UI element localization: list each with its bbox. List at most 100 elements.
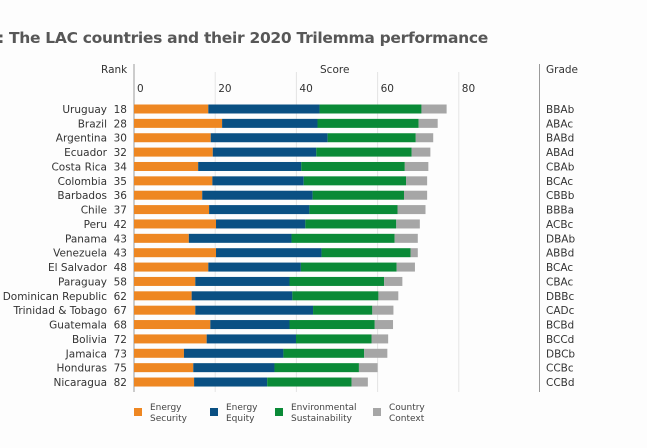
rank-label: 28 bbox=[114, 118, 127, 130]
bar-country-context bbox=[396, 219, 420, 229]
country-label: Trinidad & Tobago bbox=[12, 305, 107, 317]
bar-country-context bbox=[410, 248, 418, 258]
country-label: Ecuador bbox=[64, 147, 108, 159]
country-label: Brazil bbox=[78, 118, 107, 130]
bar-energy-security bbox=[134, 233, 189, 243]
country-label: Panama bbox=[65, 233, 107, 245]
bar-energy-security bbox=[134, 305, 196, 315]
grade-label: BBBa bbox=[546, 205, 574, 217]
rank-label: 62 bbox=[114, 291, 127, 303]
legend-label: Context bbox=[389, 414, 425, 424]
bar-environmental-sustainability bbox=[283, 348, 365, 358]
rank-label: 82 bbox=[114, 377, 127, 389]
bar-environmental-sustainability bbox=[291, 233, 395, 243]
legend-label: Environmental bbox=[291, 403, 356, 413]
bar-country-context bbox=[406, 176, 428, 186]
bar-energy-equity bbox=[194, 377, 268, 387]
legend-label: Energy bbox=[150, 403, 182, 413]
bar-energy-equity bbox=[198, 161, 302, 171]
bar-country-context bbox=[421, 104, 447, 114]
bar-environmental-sustainability bbox=[292, 291, 379, 301]
bar-energy-equity bbox=[208, 262, 301, 272]
bar-energy-security bbox=[134, 147, 213, 157]
bar-energy-equity bbox=[202, 190, 313, 200]
bar-energy-equity bbox=[216, 248, 322, 258]
rank-label: 67 bbox=[114, 305, 127, 317]
country-label: Peru bbox=[84, 219, 107, 231]
bar-energy-equity bbox=[212, 176, 304, 186]
bar-country-context bbox=[411, 147, 431, 157]
legend-swatch bbox=[134, 408, 142, 416]
bar-environmental-sustainability bbox=[300, 262, 397, 272]
rank-label: 68 bbox=[114, 320, 127, 332]
bar-environmental-sustainability bbox=[267, 377, 352, 387]
x-tick-label: 0 bbox=[137, 83, 144, 95]
grade-label: BCAc bbox=[546, 176, 573, 188]
bar-energy-security bbox=[134, 363, 194, 373]
grade-label: ABBd bbox=[546, 248, 574, 260]
x-tick-label: 60 bbox=[381, 83, 394, 95]
grade-label: DBBc bbox=[546, 291, 574, 303]
bar-environmental-sustainability bbox=[305, 219, 397, 229]
country-label: El Salvador bbox=[48, 262, 108, 274]
country-label: Colombia bbox=[58, 176, 107, 188]
bar-energy-equity bbox=[206, 334, 296, 344]
grade-label: CCBd bbox=[546, 377, 575, 389]
bar-energy-security bbox=[134, 377, 195, 387]
bar-energy-security bbox=[134, 190, 203, 200]
bar-environmental-sustainability bbox=[309, 205, 398, 215]
rank-label: 34 bbox=[114, 161, 128, 173]
country-label: Costa Rica bbox=[51, 161, 107, 173]
legend-label: Country bbox=[389, 403, 425, 413]
rank-label: 36 bbox=[114, 190, 128, 202]
rank-label: 30 bbox=[114, 133, 127, 145]
rank-label: 35 bbox=[114, 176, 127, 188]
legend-swatch bbox=[210, 408, 218, 416]
bar-energy-security bbox=[134, 133, 211, 143]
bar-energy-security bbox=[134, 219, 217, 229]
bar-country-context bbox=[415, 133, 434, 143]
bar-environmental-sustainability bbox=[274, 363, 359, 373]
bar-energy-equity bbox=[191, 291, 293, 301]
bar-energy-security bbox=[134, 320, 211, 330]
bar-environmental-sustainability bbox=[313, 305, 373, 315]
bar-country-context bbox=[371, 334, 389, 344]
country-label: Nicaragua bbox=[54, 377, 107, 389]
x-tick-label: 20 bbox=[218, 83, 231, 95]
bar-energy-equity bbox=[222, 118, 318, 128]
bar-environmental-sustainability bbox=[317, 118, 419, 128]
x-tick-label: 80 bbox=[462, 83, 475, 95]
bar-environmental-sustainability bbox=[289, 320, 375, 330]
bar-country-context bbox=[364, 348, 388, 358]
country-label: Honduras bbox=[56, 363, 107, 375]
bar-energy-equity bbox=[193, 363, 275, 373]
country-label: Chile bbox=[81, 205, 107, 217]
bar-energy-security bbox=[134, 176, 213, 186]
bar-environmental-sustainability bbox=[295, 334, 372, 344]
bar-country-context bbox=[351, 377, 368, 387]
bar-country-context bbox=[374, 320, 394, 330]
bar-energy-equity bbox=[209, 205, 310, 215]
grade-label: BCCd bbox=[546, 334, 574, 346]
bar-energy-security bbox=[134, 248, 217, 258]
bar-energy-security bbox=[134, 104, 209, 114]
country-label: Uruguay bbox=[62, 104, 107, 116]
grade-header: Grade bbox=[546, 64, 579, 76]
grade-label: CBAb bbox=[546, 161, 575, 173]
bar-energy-equity bbox=[212, 147, 317, 157]
country-label: Jamaica bbox=[65, 348, 107, 360]
grade-label: ABAd bbox=[546, 147, 574, 159]
bar-energy-equity bbox=[216, 219, 306, 229]
rank-label: 43 bbox=[114, 248, 127, 260]
country-label: Barbados bbox=[57, 190, 107, 202]
score-header: Score bbox=[320, 64, 350, 76]
legend-label: Energy bbox=[226, 403, 258, 413]
bar-country-context bbox=[394, 233, 418, 243]
bar-energy-equity bbox=[210, 320, 290, 330]
chart-title: : The LAC countries and their 2020 Trile… bbox=[0, 29, 488, 47]
bar-country-context bbox=[403, 190, 428, 200]
bar-energy-security bbox=[134, 118, 223, 128]
bar-environmental-sustainability bbox=[312, 190, 404, 200]
grade-label: DBAb bbox=[546, 233, 575, 245]
